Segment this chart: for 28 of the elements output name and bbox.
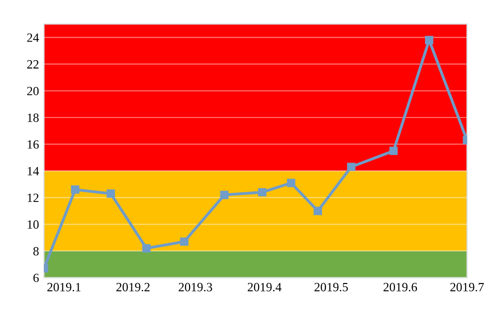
point bbox=[106, 189, 115, 198]
y-tick-label: 18 bbox=[28, 114, 39, 122]
y-tick-label: 14 bbox=[28, 166, 39, 176]
point bbox=[314, 206, 322, 216]
y-tick-label: 16 bbox=[28, 140, 39, 149]
point bbox=[424, 36, 434, 44]
point bbox=[220, 190, 228, 200]
x-tick-label: 2019.1 bbox=[47, 282, 80, 292]
y-tick-label: 8 bbox=[33, 246, 39, 256]
y-tick-label: 10 bbox=[28, 220, 39, 229]
point bbox=[258, 188, 266, 196]
y-tick-label: 6 bbox=[33, 274, 39, 282]
x-tick-label: 2019.3 bbox=[178, 282, 212, 292]
x-tick-label: 2019.7 bbox=[450, 282, 484, 292]
point bbox=[71, 185, 80, 194]
point bbox=[142, 244, 151, 252]
x-tick-label: 2019.5 bbox=[314, 282, 348, 292]
y-tick-label: 12 bbox=[28, 194, 38, 202]
point bbox=[389, 146, 398, 156]
y-tick-label: 22 bbox=[27, 60, 38, 68]
y-tick-label: 20 bbox=[27, 86, 39, 96]
x-tick-label: 2019.4 bbox=[248, 282, 282, 292]
x-tick-label: 2019.2 bbox=[116, 282, 150, 292]
x-tick-label: 2019.6 bbox=[384, 282, 418, 292]
point bbox=[347, 162, 356, 172]
y-tick-label: 24 bbox=[27, 33, 39, 42]
point bbox=[180, 237, 188, 246]
point bbox=[286, 178, 296, 188]
